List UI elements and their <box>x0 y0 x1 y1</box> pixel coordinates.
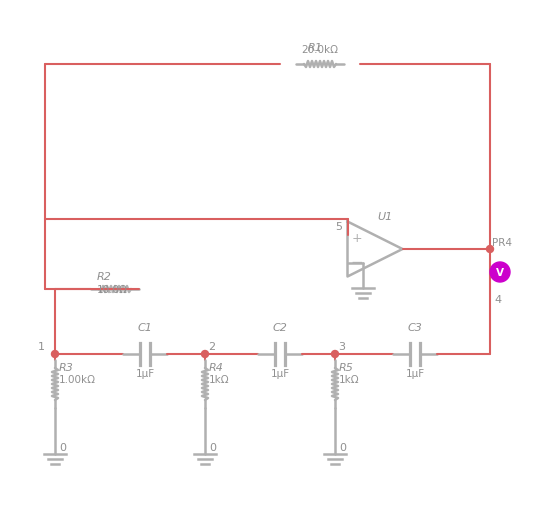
Text: 1kΩ: 1kΩ <box>209 374 230 384</box>
Text: +: + <box>351 231 362 244</box>
Text: R1: R1 <box>307 43 322 53</box>
Text: 5: 5 <box>336 221 343 232</box>
Text: R4: R4 <box>209 362 224 372</box>
Text: 2: 2 <box>208 342 215 351</box>
Circle shape <box>52 351 58 358</box>
Text: 0: 0 <box>209 442 216 452</box>
Text: C3: C3 <box>408 322 422 332</box>
Text: U1: U1 <box>377 212 393 222</box>
Text: PR4: PR4 <box>492 238 512 247</box>
Text: C1: C1 <box>138 322 152 332</box>
Text: 3: 3 <box>338 342 345 351</box>
Circle shape <box>490 263 510 282</box>
Text: 1: 1 <box>38 342 45 351</box>
Text: −: − <box>350 254 363 270</box>
Text: R2: R2 <box>97 271 112 281</box>
Text: 1kΩ: 1kΩ <box>339 374 360 384</box>
Text: V: V <box>496 267 504 277</box>
Text: R5: R5 <box>339 362 354 372</box>
Text: 1μF: 1μF <box>405 369 425 378</box>
Text: 0: 0 <box>59 442 66 452</box>
Text: C2: C2 <box>273 322 288 332</box>
Text: R3: R3 <box>59 362 74 372</box>
Text: 4: 4 <box>494 294 501 304</box>
Text: 1.00kΩ: 1.00kΩ <box>59 374 96 384</box>
Text: 1μF: 1μF <box>135 369 155 378</box>
Circle shape <box>332 351 338 358</box>
Text: 1μF: 1μF <box>271 369 289 378</box>
Circle shape <box>487 246 493 253</box>
Text: 0: 0 <box>339 442 346 452</box>
Text: 20.0kΩ: 20.0kΩ <box>301 45 338 55</box>
Text: 10.0Ω: 10.0Ω <box>97 285 128 294</box>
Circle shape <box>201 351 208 358</box>
